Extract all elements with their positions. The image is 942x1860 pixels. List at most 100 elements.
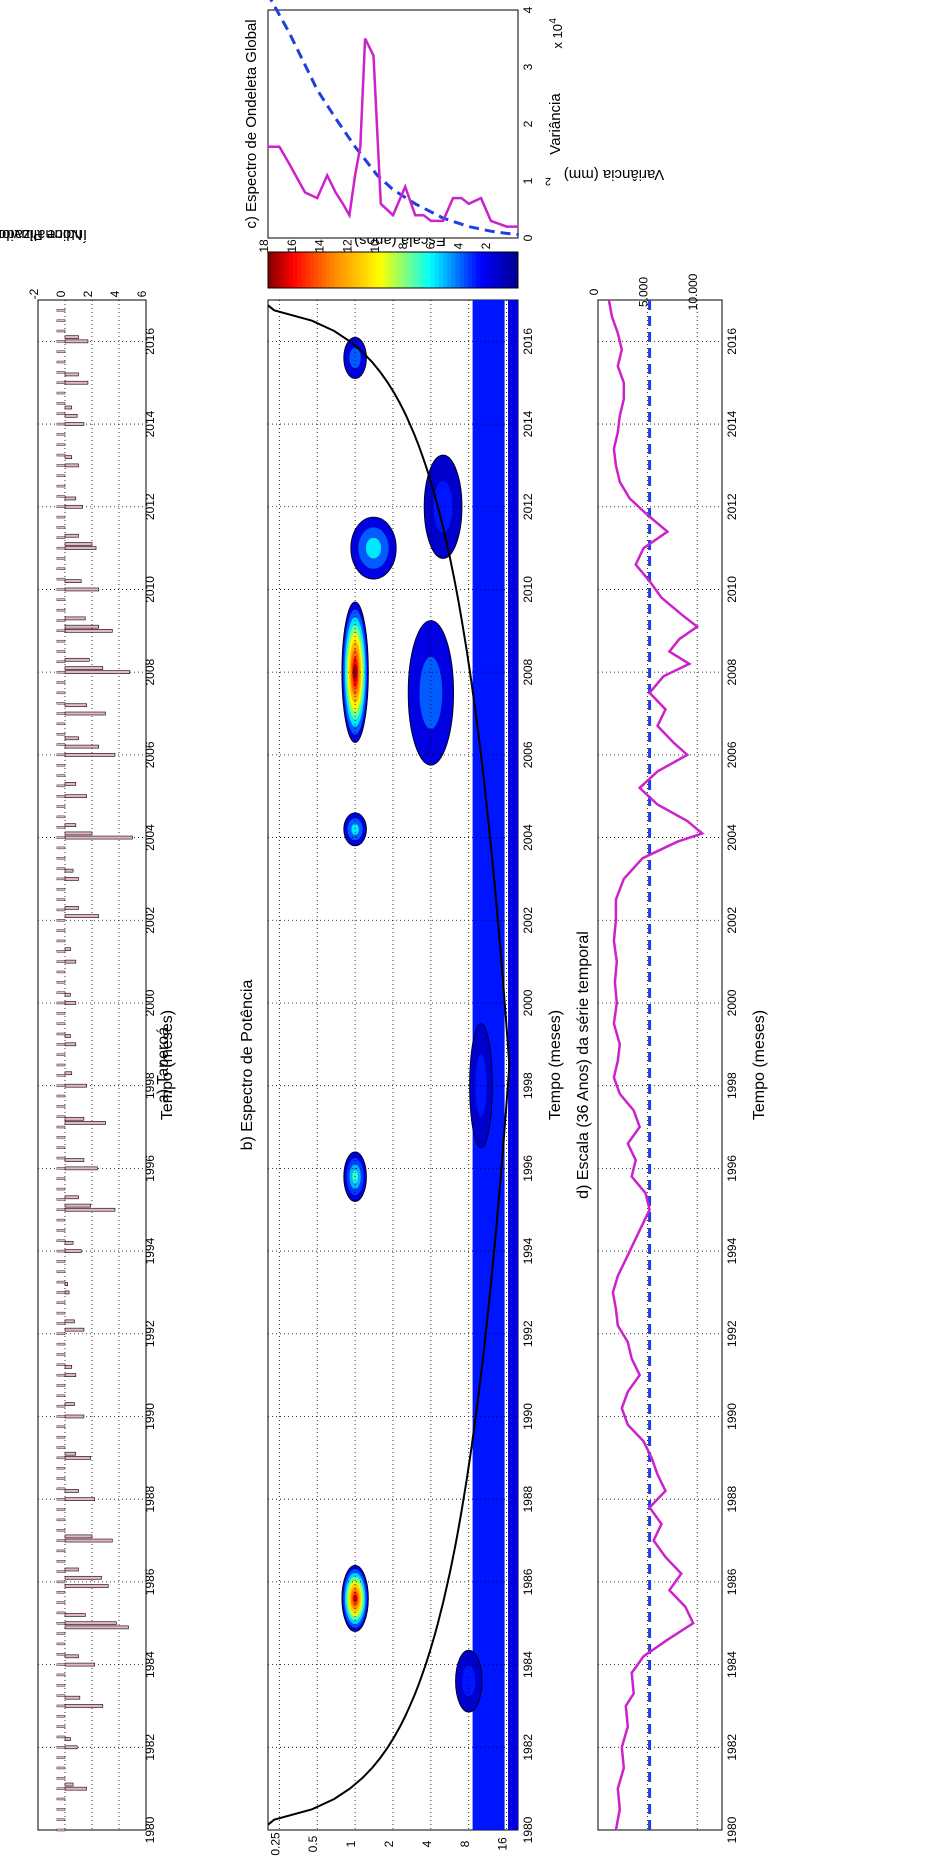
a-x-tick-label: 2016 (143, 328, 157, 355)
colorbar-cell (426, 252, 431, 288)
a-bar-negative (56, 1053, 66, 1056)
a-bar-negative (56, 732, 66, 736)
a-x-tick-label: 2012 (143, 493, 157, 520)
colorbar-cell (397, 252, 402, 288)
a-bar-negative (56, 629, 66, 633)
a-bar-negative (56, 453, 66, 457)
colorbar-cell (293, 252, 298, 288)
colorbar-cell (318, 252, 323, 288)
a-bar-negative (56, 1435, 66, 1439)
colorbar-cell (343, 252, 348, 288)
b-x-tick-label: 1990 (521, 1403, 535, 1430)
a-bar-negative (56, 1001, 66, 1005)
a-bar-negative (56, 433, 66, 436)
a-bar-negative (56, 1549, 66, 1553)
a-bar-negative (56, 1280, 66, 1284)
b-x-tick-label: 2008 (521, 658, 535, 685)
panel-a: 1980 1982 1984 1986 1988 1990 1992 1994 1996 1998… (0, 226, 176, 1843)
panel-c-multiplier-base: x 10 (550, 24, 565, 49)
a-bar-negative (56, 1012, 66, 1015)
b-x-tick-label: 1996 (521, 1155, 535, 1182)
a-bar-negative (56, 1260, 66, 1263)
a-bar (64, 1166, 98, 1171)
a-bar-negative (56, 1115, 66, 1118)
a-bar-negative (56, 1373, 66, 1377)
a-bar-negative (56, 1746, 66, 1749)
a-bar (64, 906, 79, 910)
b-blob-level (365, 537, 382, 559)
a-bar-negative (56, 1580, 66, 1584)
a-bar-negative (56, 1239, 66, 1242)
a-bar (64, 1654, 79, 1659)
a-bar (64, 666, 104, 670)
a-x-tick-label: 1984 (143, 1651, 157, 1678)
a-bar-negative (56, 1591, 66, 1594)
a-bar (64, 1613, 86, 1617)
a-bar-negative (56, 784, 66, 788)
a-bar (64, 1662, 96, 1667)
colorbar-cell (401, 252, 406, 288)
a-bar (64, 1575, 102, 1580)
a-bar (64, 496, 77, 501)
a-bar-negative (56, 826, 66, 829)
a-bar (64, 1319, 75, 1324)
a-x-tick-label: 1980 (143, 1816, 157, 1843)
a-bar-negative (56, 950, 66, 953)
a-bar (64, 914, 100, 918)
a-bar (64, 587, 100, 592)
a-y-tick-label: 0 (54, 290, 68, 297)
colorbar-cell (409, 252, 415, 288)
a-bar-negative (56, 1301, 66, 1304)
a-bar (64, 1001, 77, 1005)
a-bar (64, 339, 89, 344)
a-bar (64, 1538, 113, 1543)
colorbar-tick-label: 10 (368, 239, 382, 253)
a-bar (64, 1373, 77, 1377)
a-bar (64, 1071, 73, 1076)
colorbar-tick-label: 14 (313, 239, 327, 253)
colorbar-cell (501, 252, 506, 288)
a-bar-negative (56, 1518, 66, 1522)
panel-c-significance-line (269, 0, 519, 237)
colorbar-cell (393, 252, 398, 288)
a-bar-negative (56, 1094, 66, 1098)
colorbar-cell (359, 252, 365, 288)
a-bar-negative (56, 391, 66, 395)
c-x-tick-label: 2 (521, 120, 535, 127)
a-bar-negative (56, 660, 66, 664)
a-bar (64, 959, 77, 964)
colorbar-cell (322, 252, 327, 288)
d-y-tick-label: 5.000 (637, 277, 651, 307)
panel-c-frame (267, 9, 519, 239)
colorbar-cell (305, 252, 311, 288)
b-band (508, 300, 518, 1830)
a-bar-negative (56, 753, 66, 757)
panel-d-ylabel-sup: 2 (545, 175, 551, 187)
panel-b: 1980 1982 1984 1986 1988 1990 1992 1994 1996 1998… (239, 232, 564, 1856)
a-bar-negative (56, 691, 66, 695)
b-x-tick-label: 2012 (521, 493, 535, 520)
panel-a-xlabel: Tempo (meses) (159, 1010, 176, 1120)
a-bar (64, 711, 106, 716)
colorbar-cell (355, 252, 361, 288)
a-bar-negative (56, 567, 66, 570)
a-bar-negative (56, 836, 66, 839)
a-bar-negative (56, 1136, 66, 1139)
a-bar-negative (56, 1642, 66, 1646)
b-y-tick-label: 2 (382, 1840, 396, 1847)
a-x-tick-label: 1996 (143, 1155, 157, 1182)
panel-d-title: d) Escala (36 Anos) da série temporal (575, 931, 592, 1199)
colorbar-cell (468, 252, 473, 288)
a-bar-negative (56, 1363, 66, 1366)
colorbar-cell (413, 252, 419, 288)
colorbar-cell (388, 252, 394, 288)
a-bar-negative (56, 1777, 66, 1780)
a-bar-negative (56, 1477, 66, 1480)
a-x-tick-label: 2004 (143, 824, 157, 851)
colorbar-cell (363, 252, 369, 288)
a-bar-negative (56, 1446, 66, 1449)
a-bar-negative (56, 1704, 66, 1708)
b-x-tick-label: 1980 (521, 1816, 535, 1843)
b-x-tick-label: 1986 (521, 1568, 535, 1595)
colorbar-cell (509, 252, 515, 288)
